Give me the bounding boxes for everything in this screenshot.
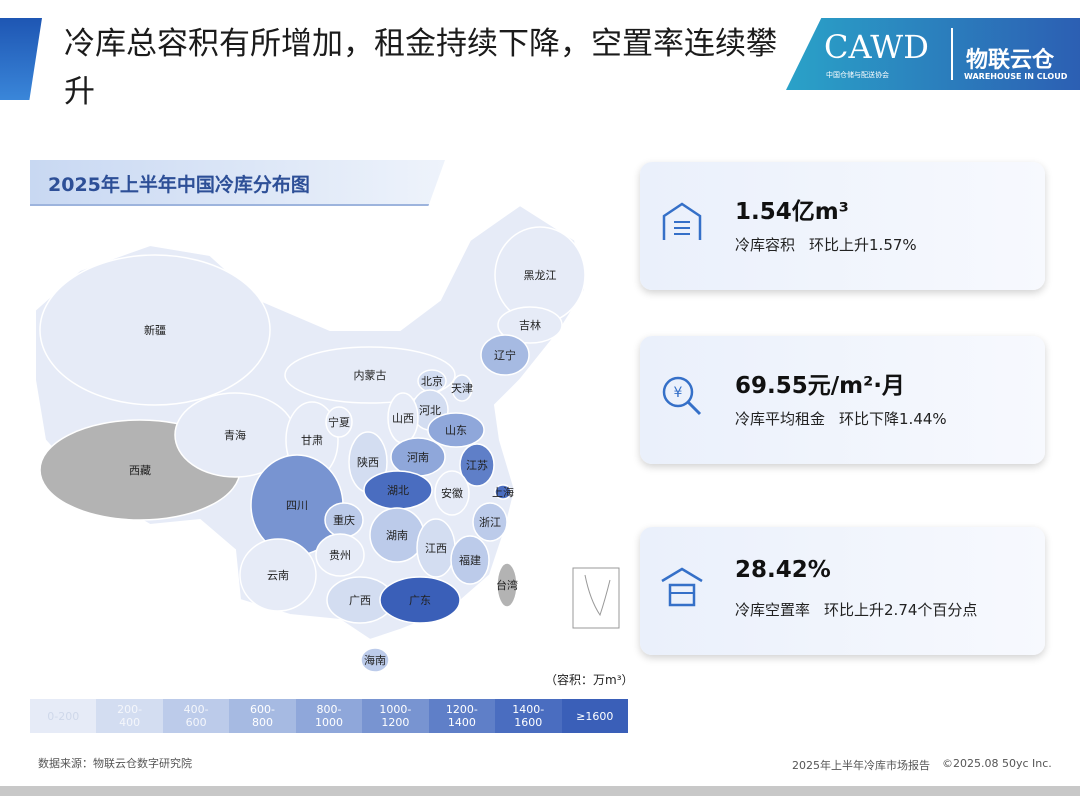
province-label: 新疆: [144, 323, 166, 337]
province-label: 湖北: [387, 484, 409, 497]
province-label: 山东: [445, 424, 467, 437]
province: [496, 562, 518, 608]
card-desc: 冷库容积 环比上升1.57%: [735, 234, 931, 255]
province: [315, 533, 365, 577]
province: [284, 346, 456, 404]
legend-item: 1200-1400: [428, 699, 496, 733]
logo-banner: CAWD 中国仓储与配送协会 物联云仓 WAREHOUSE IN CLOUD: [786, 18, 1080, 90]
province-label: 上海: [492, 485, 514, 499]
province-label: 河南: [407, 451, 429, 464]
province-label: 河北: [419, 404, 441, 417]
bottom-bar: [0, 786, 1080, 796]
province: [497, 306, 563, 344]
province: [480, 334, 530, 376]
card-value: 28.42%: [735, 557, 831, 583]
province-label: 江苏: [466, 459, 488, 472]
province-label: 青海: [224, 428, 246, 442]
province-label: 海南: [364, 653, 386, 667]
province-label: 福建: [459, 553, 481, 567]
map-title-bar: 2025年上半年中国冷库分布图: [30, 160, 445, 206]
province: [360, 647, 390, 673]
report-name: 2025年上半年冷库市场报告: [792, 759, 930, 772]
province: [494, 484, 512, 500]
province: [379, 576, 461, 624]
province-label: 江西: [425, 542, 447, 555]
stat-card: 1.54亿m³ 冷库容积 环比上升1.57%: [640, 162, 1045, 290]
vacancy-icon: [661, 567, 703, 607]
province-label: 辽宁: [494, 348, 516, 362]
province-label: 宁夏: [328, 415, 350, 429]
province-label: 北京: [421, 374, 443, 388]
province-label: 云南: [267, 569, 289, 582]
copyright: ©2025.08 50yc Inc.: [942, 757, 1052, 770]
province-label: 内蒙古: [354, 368, 387, 382]
south-sea-inset: [572, 567, 620, 629]
stat-card: ¥ 69.55元/m²·月 冷库平均租金 环比下降1.44%: [640, 336, 1045, 464]
card-label: 冷库平均租金: [735, 410, 826, 428]
province-label: 吉林: [519, 318, 541, 332]
legend-item: 600-800: [229, 699, 296, 733]
province: [450, 535, 490, 585]
province: [451, 374, 473, 402]
card-value: 69.55元/m²·月: [735, 373, 905, 399]
province-label: 山西: [392, 412, 414, 425]
province-label: 广东: [409, 594, 431, 607]
card-change: 环比下降1.44%: [839, 410, 947, 428]
rent-icon: ¥: [662, 376, 702, 416]
province: [427, 412, 485, 448]
province: [434, 470, 470, 516]
legend-item: 1400-1600: [495, 699, 562, 733]
province: [459, 443, 495, 487]
province-label: 黑龙江: [524, 269, 557, 282]
page-title: 冷库总容积有所增加，租金持续下降，空置率连续攀升: [64, 26, 777, 110]
stat-card: 28.42% 冷库空置率 环比上升2.74个百分点: [640, 527, 1045, 655]
legend-item: 400-600: [162, 699, 230, 733]
province: [325, 406, 353, 438]
card-change: 环比上升2.74个百分点: [824, 601, 978, 619]
province-label: 广西: [349, 594, 371, 607]
map-unit: （容积：万m³）: [545, 673, 634, 687]
card-value: 1.54亿m³: [735, 199, 849, 225]
province-label: 四川: [286, 499, 308, 512]
logo-cawd: CAWD: [824, 28, 929, 66]
legend-item: 1000-1200: [362, 699, 429, 733]
svg-text:¥: ¥: [674, 385, 683, 401]
logo-cawd-sub: 中国仓储与配送协会: [826, 71, 889, 79]
province-label: 贵州: [329, 549, 351, 562]
south-sea-line: [584, 574, 611, 617]
legend-item: 800-1000: [295, 699, 363, 733]
province: [239, 538, 317, 612]
province-label: 甘肃: [301, 434, 323, 447]
province: [39, 254, 271, 406]
province-label: 安徽: [441, 486, 463, 500]
province: [472, 502, 508, 542]
province-label: 天津: [451, 382, 473, 395]
logo-divider: [951, 28, 953, 80]
card-change: 环比上升1.57%: [809, 236, 917, 254]
card-label: 冷库空置率: [735, 601, 811, 619]
province-label: 浙江: [479, 516, 501, 529]
legend-item: ≥1600: [561, 699, 628, 733]
province-label: 重庆: [333, 513, 355, 527]
card-desc: 冷库空置率 环比上升2.74个百分点: [735, 599, 991, 620]
province-label: 台湾: [496, 578, 518, 592]
province-label: 湖南: [386, 529, 408, 542]
source: 数据来源：物联云仓数字研究院: [38, 757, 192, 770]
card-label: 冷库容积: [735, 236, 796, 254]
logo-wic: 物联云仓: [966, 48, 1055, 73]
logo-wic-sub: WAREHOUSE IN CLOUD: [964, 72, 1068, 81]
legend-item: 0-200: [30, 699, 97, 733]
province-label: 陕西: [357, 455, 379, 469]
legend-item: 200-400: [96, 699, 163, 733]
legend: 0-200 200-400 400-600 600-800 800-1000 1000-1…: [30, 699, 628, 733]
card-desc: 冷库平均租金 环比下降1.44%: [735, 408, 961, 429]
map-title: 2025年上半年中国冷库分布图: [48, 174, 310, 196]
province-label: 西藏: [129, 464, 151, 477]
warehouse-icon: [662, 202, 702, 240]
